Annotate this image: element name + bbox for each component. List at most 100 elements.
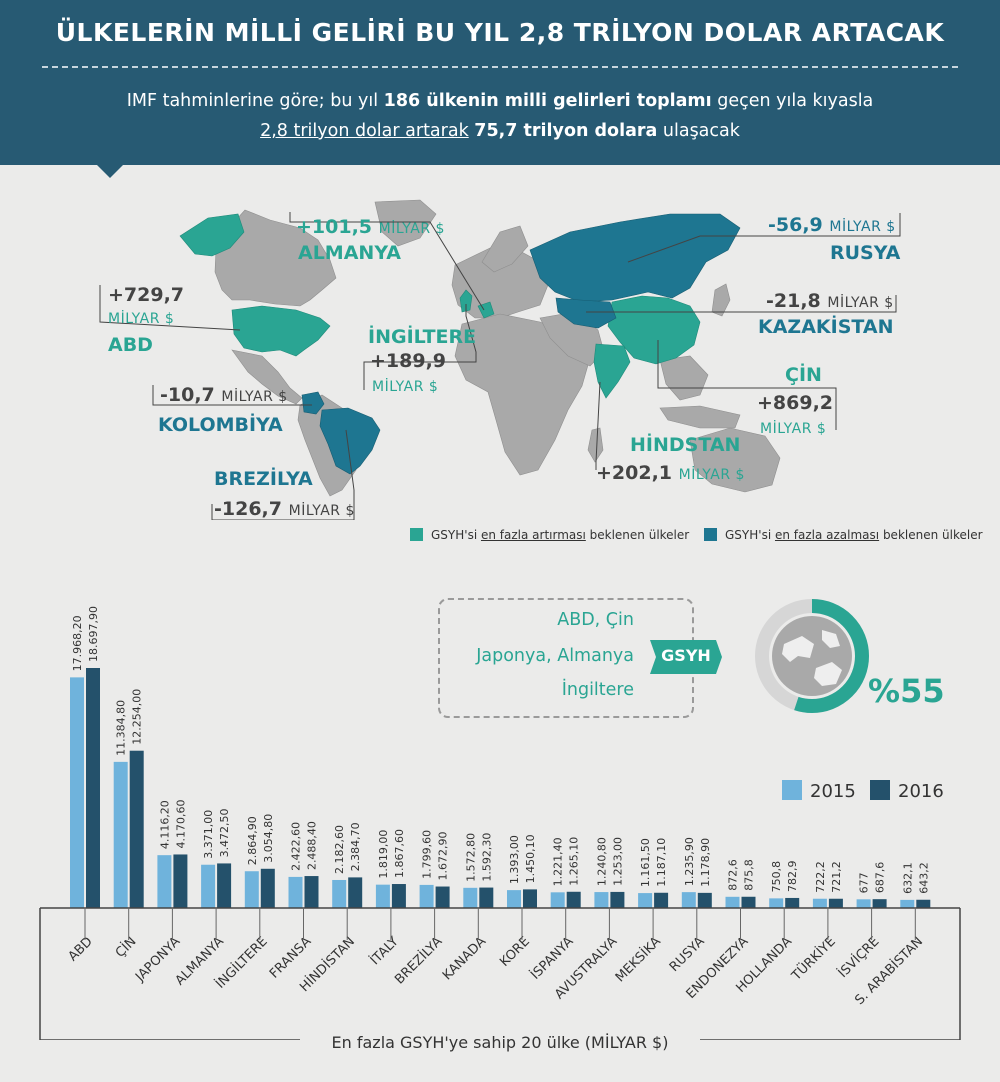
- map-label-cin-value: +869,2: [757, 392, 834, 414]
- bar-2015-7: [375, 884, 390, 908]
- legend-swatch-increase: [410, 528, 423, 541]
- label-value: -10,7: [160, 384, 215, 406]
- bar-2016-7: [391, 884, 406, 908]
- category-label-0: ABD: [66, 934, 96, 964]
- value-label-2015-18: 677: [858, 872, 871, 893]
- value-label-2016-6: 2.384,70: [349, 822, 362, 871]
- legend-swatch-decrease: [704, 528, 717, 541]
- legend-swatch-2015: [782, 780, 802, 800]
- map-label-rusya: -56,9 MİLYAR $: [768, 214, 896, 236]
- bar-2016-15: [741, 896, 756, 908]
- value-label-2015-17: 722,2: [814, 861, 827, 893]
- value-label-2016-13: 1.187,10: [655, 838, 668, 887]
- value-label-2016-4: 3.054,80: [262, 814, 275, 863]
- value-label-2016-3: 3.472,50: [218, 808, 231, 857]
- category-label-13: MEKSİKA: [612, 933, 664, 985]
- map-label-cin-unit: MİLYAR $: [760, 416, 826, 438]
- bar-2016-4: [260, 868, 275, 908]
- land-indonesia: [659, 405, 741, 429]
- value-label-2015-8: 1.799,60: [421, 830, 434, 879]
- leader-almanya: [289, 212, 485, 311]
- land-madagascar: [587, 427, 604, 463]
- leader-ingiltere: [363, 304, 477, 390]
- land-masses: [214, 199, 781, 497]
- subtitle-line-2: 2,8 trilyon dolar artarak 75,7 trilyon d…: [0, 116, 1000, 146]
- ring-share-arc: [755, 599, 869, 713]
- label-unit: MİLYAR $: [760, 421, 827, 437]
- value-label-2015-16: 750,8: [770, 861, 783, 893]
- value-label-2016-5: 2.488,40: [306, 821, 319, 870]
- bar-2016-2: [173, 854, 188, 908]
- map-label-brezilya: -126,7 MİLYAR $: [214, 498, 355, 520]
- value-label-2016-12: 1.253,00: [611, 837, 624, 886]
- country-brazil: [319, 407, 381, 475]
- gsyh-line-1: ABD, Çin: [557, 610, 634, 630]
- map-label-ingiltere-unit: MİLYAR $: [372, 374, 438, 396]
- land-greenland: [374, 199, 437, 247]
- gsyh-line-3: İngiltere: [561, 680, 634, 700]
- label-value: -56,9: [768, 214, 823, 236]
- value-label-2016-14: 1.178,90: [699, 838, 712, 887]
- value-label-2016-8: 1.672,90: [437, 832, 450, 881]
- map-label-ingiltere-value: +189,9: [370, 350, 447, 372]
- value-label-2015-9: 1.572,80: [464, 833, 477, 882]
- header-banner: [0, 0, 1000, 165]
- value-label-2016-2: 4.170,60: [174, 799, 187, 848]
- category-label-17: TÜRKİYE: [787, 933, 839, 985]
- category-label-7: İTALY: [367, 933, 402, 968]
- page-title: ÜLKELERİN MİLLİ GELİRİ BU YIL 2,8 TRİLYO…: [55, 18, 945, 47]
- map-label-kazakistan: -21,8 MİLYAR $: [766, 290, 894, 312]
- map-label-abd-value: +729,7: [108, 284, 185, 306]
- country-uk: [459, 289, 473, 313]
- bar-2016-14: [697, 892, 712, 908]
- value-label-2016-16: 782,9: [786, 860, 799, 892]
- value-label-2015-3: 3.371,00: [202, 810, 215, 859]
- globe-continents: [782, 630, 842, 686]
- value-label-2015-0: 17.968,20: [71, 615, 84, 671]
- label-unit: MİLYAR $: [288, 503, 355, 519]
- bar-2015-12: [594, 892, 609, 908]
- value-label-2016-15: 875,8: [743, 859, 756, 891]
- bar-legend-2016: 2016: [870, 780, 944, 802]
- legend-text: beklenen ülkeler: [585, 528, 690, 542]
- value-label-2016-0: 18.697,90: [87, 606, 100, 662]
- bar-2016-19: [916, 899, 931, 908]
- bar-2015-5: [288, 876, 303, 908]
- land-mexico: [231, 349, 303, 405]
- bar-2015-18: [856, 899, 871, 908]
- map-name-abd: ABD: [108, 334, 153, 356]
- bar-2015-0: [70, 677, 84, 908]
- leader-lines: [99, 212, 901, 520]
- category-label-group: ABD ÇİNJAPONYAALMANYAİNGİLTEREFRANSAHİNDİ…: [66, 933, 927, 1008]
- bar-2016-6: [348, 877, 363, 908]
- bar-group: [70, 668, 931, 908]
- value-label-2015-12: 1.240,80: [595, 837, 608, 886]
- map-legend-increase: GSYH'si en fazla artırması beklenen ülke…: [410, 528, 689, 542]
- label-unit: MİLYAR $: [378, 221, 445, 237]
- bar-2016-0: [86, 668, 100, 908]
- value-label-2015-5: 2.422,60: [290, 822, 303, 871]
- subtitle-emphasis: 75,7 trilyon dolara: [474, 121, 658, 141]
- bar-2016-5: [304, 876, 319, 908]
- leader-kolombiya: [152, 385, 312, 406]
- bar-2016-9: [479, 887, 494, 908]
- subtitle-text: geçen yıla kıyasla: [711, 91, 874, 111]
- label-unit: MİLYAR $: [827, 295, 894, 311]
- label-value: +101,5: [296, 216, 373, 238]
- country-china: [607, 295, 701, 365]
- leader-brezilya: [211, 429, 355, 520]
- bar-2016-8: [435, 886, 450, 908]
- value-label-2016-19: 643,2: [917, 862, 930, 894]
- category-label-8: BREZİLYA: [392, 933, 446, 987]
- bar-2016-17: [828, 898, 843, 908]
- value-label-2015-1: 11.384,80: [115, 700, 128, 756]
- map-legend-decrease: GSYH'si en fazla azalması beklenen ülkel…: [704, 528, 983, 542]
- value-label-2015-19: 632,1: [901, 862, 914, 894]
- map-name-kolombiya: KOLOMBİYA: [158, 414, 283, 436]
- subtitle-emphasis: 186 ülkenin milli gelirleri toplamı: [383, 91, 712, 111]
- value-label-2015-4: 2.864,90: [246, 816, 259, 865]
- map-name-brezilya: BREZİLYA: [214, 468, 313, 490]
- value-label-2015-13: 1.161,50: [639, 838, 652, 887]
- value-label-2015-7: 1.819,00: [377, 830, 390, 879]
- value-label-2015-6: 2.182,60: [333, 825, 346, 874]
